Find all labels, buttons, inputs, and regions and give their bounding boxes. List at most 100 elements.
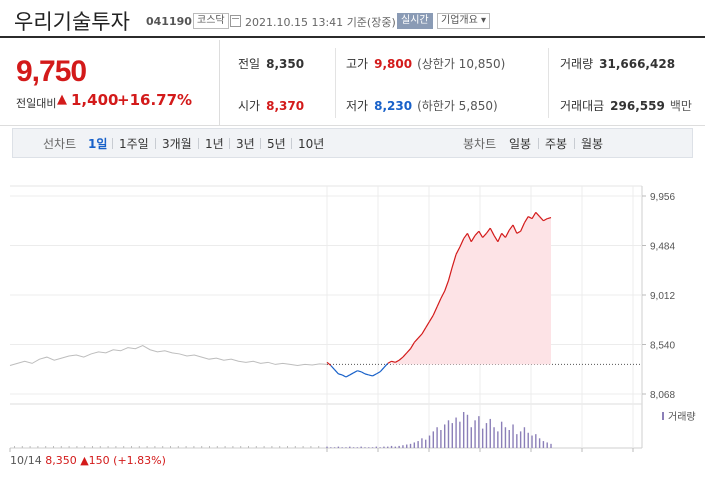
volume-bar <box>478 416 480 448</box>
today-line-segment <box>478 230 484 238</box>
prev-day-footer: 10/14 8,350 ▲150 (+1.83%) <box>10 454 166 467</box>
volume-bar <box>326 446 328 448</box>
volume-bar <box>406 444 408 448</box>
prev-volume-bar <box>138 446 140 448</box>
volume-bar <box>436 427 438 448</box>
today-line-segment <box>539 216 544 222</box>
tab-1day[interactable]: 1일 <box>88 137 108 151</box>
prev-volume-bar <box>154 446 156 448</box>
realtime-button[interactable]: 실시간 <box>397 13 433 29</box>
today-line-segment <box>543 218 548 222</box>
volume-legend-swatch <box>662 412 664 420</box>
prev-volume-bar <box>29 446 31 448</box>
volume-bar <box>474 420 476 448</box>
today-line-segment <box>353 370 358 374</box>
today-line-segment <box>402 352 408 358</box>
prev-volume-bar <box>318 446 320 448</box>
today-line-segment <box>520 222 525 232</box>
tab-10year[interactable]: 10년 <box>298 137 325 151</box>
today-line-segment <box>417 333 423 339</box>
line-chart-label: 선차트 <box>43 137 77 151</box>
volume-bar <box>481 428 484 448</box>
volume-bar <box>462 412 465 448</box>
today-line-segment <box>421 327 427 335</box>
prev-volume-bar <box>84 446 86 448</box>
prev-volume-bar <box>271 446 273 448</box>
tab-5year[interactable]: 5년 <box>267 137 286 151</box>
change-value: 1,400 <box>71 91 119 109</box>
today-line-segment <box>395 359 400 363</box>
today-line-segment <box>493 235 499 243</box>
prev-volume-bar <box>115 446 117 448</box>
stat-low: 저가 8,230 (하한가 5,850) <box>346 97 498 114</box>
volume-bars <box>14 412 552 448</box>
tab-divider <box>260 138 261 149</box>
today-line-segment <box>357 370 362 373</box>
header-bar: 우리기술투자 041190 코스닥 2021.10.15 13:41 기준(장중… <box>0 0 705 38</box>
volume-bar <box>523 427 526 448</box>
today-line-segment <box>447 266 453 281</box>
stat-value: 31,666,428 <box>599 57 676 71</box>
prev-volume-bar <box>123 446 125 448</box>
today-line-segment <box>451 254 457 268</box>
today-line-segment <box>535 211 541 217</box>
tab-monthly-candle[interactable]: 월봉 <box>581 137 604 151</box>
y-tick-label: 8,540 <box>650 341 675 352</box>
volume-bar <box>375 446 378 448</box>
tab-1year[interactable]: 1년 <box>205 137 224 151</box>
today-line-segment <box>440 290 446 299</box>
market-badge: 코스닥 <box>193 13 229 29</box>
x-axis-labels: 10/1510:0011:0012:0013:0014:0015:00 <box>9 448 634 452</box>
volume-bar <box>352 447 355 448</box>
prev-volume-bar <box>107 446 109 448</box>
volume-bar <box>535 434 537 448</box>
volume-bar <box>459 421 461 448</box>
candle-chart-label: 봉차트 <box>463 137 497 151</box>
prev-volume-bar <box>209 446 210 448</box>
today-line-segment <box>338 373 343 376</box>
today-line-segment <box>372 373 377 377</box>
datetime-text: 2021.10.15 13:41 <box>245 16 344 29</box>
today-line-segment <box>410 342 415 350</box>
tab-3year[interactable]: 3년 <box>236 137 255 151</box>
volume-legend-label: 거래량 <box>668 411 696 423</box>
tab-3month[interactable]: 3개월 <box>162 137 192 151</box>
prev-volume-bar <box>45 446 47 448</box>
stat-label: 시가 <box>238 99 261 113</box>
prev-volume-bar <box>201 446 203 448</box>
volume-bar <box>542 441 545 448</box>
today-line-segment <box>432 306 438 316</box>
today-line-segment <box>341 374 347 378</box>
volume-bar <box>531 435 533 448</box>
prev-volume-bar <box>146 446 148 448</box>
volume-bar <box>485 423 488 448</box>
volume-bar <box>443 424 446 448</box>
today-line-segment <box>459 238 465 248</box>
tab-weekly-candle[interactable]: 주봉 <box>545 137 568 151</box>
today-line-segment <box>334 369 339 375</box>
company-info-dropdown[interactable]: 기업개요 ▾ <box>437 13 490 29</box>
prev-volume-bar <box>92 446 93 448</box>
volume-bar <box>356 447 359 448</box>
tab-1week[interactable]: 1주일 <box>119 137 149 151</box>
stat-amount: 거래대금 296,559 백만 <box>560 97 692 114</box>
prev-volume-bar <box>131 446 132 448</box>
stat-prev-close: 전일 8,350 <box>238 55 304 72</box>
volume-bar <box>379 447 381 448</box>
today-line-segment <box>428 314 434 322</box>
today-line-segment <box>349 372 354 376</box>
tab-daily-candle[interactable]: 일봉 <box>509 137 532 151</box>
prev-volume-bar <box>193 446 195 448</box>
footer-close: 8,350 <box>45 454 77 467</box>
stat-label: 거래량 <box>560 57 594 71</box>
volume-bar <box>500 421 503 448</box>
stat-value: 296,559 <box>610 99 665 113</box>
prev-volume-bar <box>76 446 78 448</box>
tab-divider <box>291 138 292 149</box>
tab-divider <box>538 138 539 149</box>
prev-volume-bar <box>170 446 171 448</box>
today-line-segment <box>345 374 351 378</box>
current-price: 9,750 <box>16 55 87 88</box>
today-line-segment <box>531 212 537 219</box>
stat-volume: 거래량 31,666,428 <box>560 55 675 72</box>
